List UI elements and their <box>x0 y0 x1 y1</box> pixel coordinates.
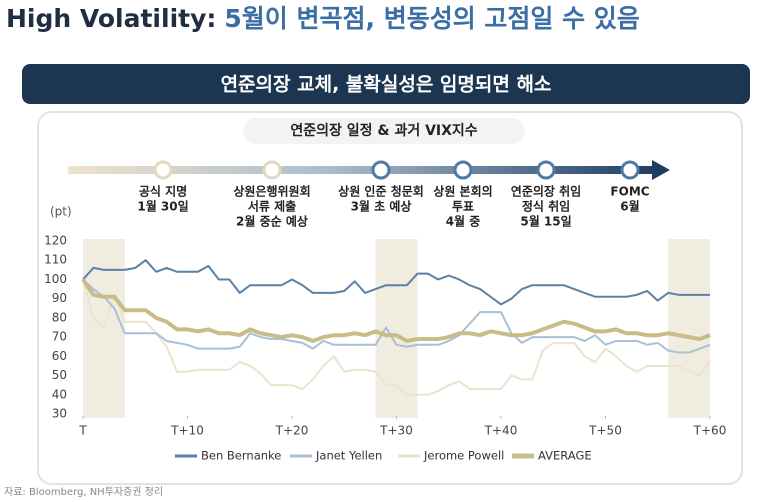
timeline-label: 상원 인준 청문회 <box>338 184 424 199</box>
timeline-node <box>453 160 473 180</box>
banner: 연준의장 교체, 불확실성은 임명되면 해소 <box>221 73 552 96</box>
series-line <box>81 278 711 343</box>
title-rest: 5월이 변곡점, 변동성의 고점일 수 있음 <box>224 4 639 33</box>
x-tick-label: T+10 <box>170 424 204 438</box>
slide-title: High Volatility: 5월이 변곡점, 변동성의 고점일 수 있음 <box>6 4 640 33</box>
timeline-node <box>536 160 556 180</box>
series-line <box>82 278 711 354</box>
timeline-node <box>153 160 173 180</box>
timeline-label: 6월 <box>620 199 639 214</box>
y-tick-label: 90 <box>52 291 67 305</box>
y-tick-label: 110 <box>44 253 67 267</box>
timeline-label: 5월 15일 <box>520 214 571 229</box>
timeline-bar <box>68 166 654 174</box>
legend-label: Ben Bernanke <box>201 449 281 463</box>
timeline-label: 공식 지명 <box>139 184 187 199</box>
y-tick-label: 120 <box>44 234 67 248</box>
panel-title: 연준의장 일정 & 과거 VIX지수 <box>290 122 477 139</box>
timeline-label: FOMC <box>610 185 649 199</box>
y-unit: (pt) <box>50 205 72 219</box>
y-tick-label: 70 <box>52 330 67 344</box>
timeline-label: 4월 중 <box>446 214 481 229</box>
y-tick-label: 60 <box>52 349 67 363</box>
source: 자료: Bloomberg, NH투자증권 정리 <box>4 486 163 498</box>
x-tick-label: T+50 <box>588 424 622 438</box>
series-line <box>82 259 710 306</box>
timeline-node <box>371 160 391 180</box>
y-tick-label: 30 <box>52 407 67 421</box>
timeline-arrow <box>652 160 670 180</box>
timeline-label: 상원 본회의 <box>433 184 492 199</box>
timeline-label: 서류 제출 <box>248 199 296 214</box>
timeline-label: 상원은행위원회 <box>233 184 310 199</box>
timeline-label: 3월 초 예상 <box>351 199 412 214</box>
x-tick-label: T+30 <box>379 424 413 438</box>
y-tick-label: 50 <box>52 368 67 382</box>
shaded-range <box>375 239 418 418</box>
y-tick-label: 80 <box>52 310 67 324</box>
legend-label: Jerome Powell <box>423 449 504 463</box>
shaded-range <box>668 239 710 418</box>
timeline-label: 2월 중순 예상 <box>236 214 308 229</box>
series-line <box>82 279 711 396</box>
timeline-node <box>620 160 640 180</box>
title-prefix: High Volatility: <box>6 4 216 33</box>
panel-title-pill <box>243 118 525 144</box>
timeline-label: 정식 취임 <box>522 199 570 214</box>
timeline-label: 1월 30일 <box>137 199 188 214</box>
timeline-label: 투표 <box>452 200 474 214</box>
timeline-node <box>262 160 282 180</box>
timeline-label: 연준의장 취임 <box>511 184 581 199</box>
y-tick-label: 40 <box>52 387 67 401</box>
x-tick-label: T+20 <box>275 424 309 438</box>
x-tick-label: T+60 <box>693 424 727 438</box>
banner-bg <box>22 64 750 104</box>
y-tick-label: 100 <box>44 272 67 286</box>
x-tick-label: T <box>78 424 87 438</box>
x-tick-label: T+40 <box>484 424 518 438</box>
legend-label: AVERAGE <box>538 449 592 463</box>
legend-label: Janet Yellen <box>315 449 382 463</box>
